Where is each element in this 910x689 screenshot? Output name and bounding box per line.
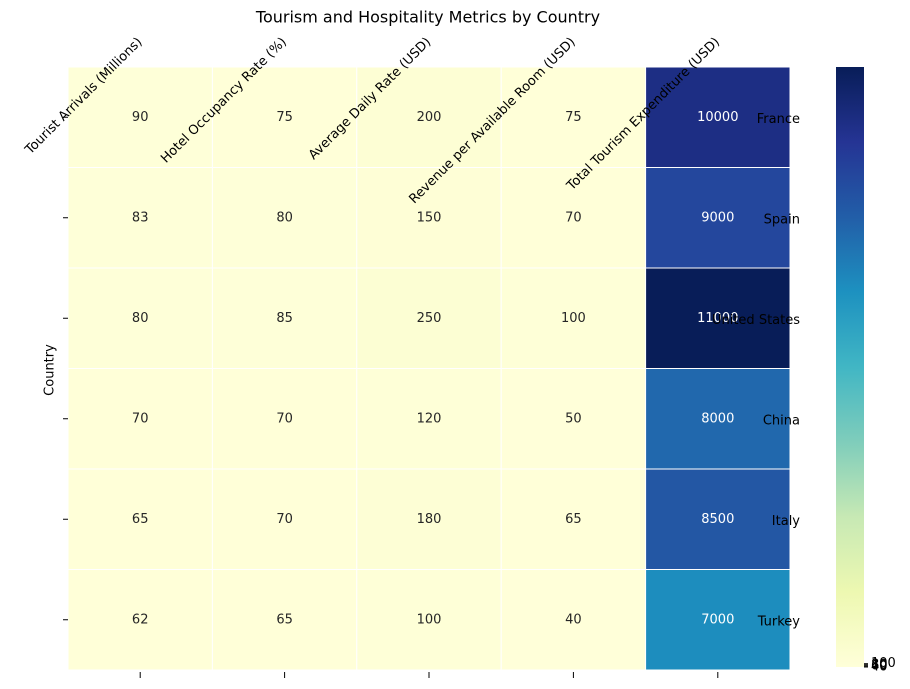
heatmap-cell	[356, 267, 502, 369]
cell-label: 100	[561, 311, 586, 326]
heatmap-cell	[645, 468, 791, 570]
cell-label: 65	[276, 612, 293, 627]
cell-label: 70	[132, 411, 149, 426]
chart-title: Tourism and Hospitality Metrics by Count…	[255, 8, 600, 27]
cell-label: 50	[565, 411, 582, 426]
cell-label: 65	[132, 512, 149, 527]
heatmap-cell	[211, 66, 358, 168]
heatmap-cell	[356, 167, 502, 269]
cell-label: 7000	[701, 612, 734, 627]
cell-label: 83	[132, 210, 149, 225]
colorbar-tick-label: 80	[871, 657, 888, 672]
cell-label: 40	[565, 612, 582, 627]
row-label: Italy	[772, 514, 801, 529]
cell-label: 10000	[697, 110, 738, 125]
heatmap-cell	[67, 167, 213, 269]
heatmap-cell	[500, 267, 647, 369]
cell-label: 70	[276, 512, 293, 527]
heatmap-cell	[67, 66, 213, 168]
colorbar-tick-label: 60	[871, 658, 888, 673]
heatmap-cell	[645, 167, 791, 269]
cell-label: 180	[417, 512, 442, 527]
cell-label: 75	[276, 110, 293, 125]
cell-label: 250	[417, 311, 442, 326]
heatmap-cell	[211, 468, 358, 570]
row-label: Turkey	[757, 614, 801, 629]
cell-label: 85	[276, 311, 293, 326]
cell-label: 80	[276, 210, 293, 225]
cell-label: 8500	[701, 512, 734, 527]
cell-label: 75	[565, 110, 582, 125]
cell-label: 70	[565, 210, 582, 225]
heatmap-cell	[500, 468, 647, 570]
heatmap-cell	[67, 569, 213, 671]
cell-label: 80	[132, 311, 149, 326]
heatmap-cell	[356, 569, 502, 671]
heatmap-cell	[500, 368, 647, 470]
heatmap-cell	[645, 66, 791, 168]
cell-label: 65	[565, 512, 582, 527]
heatmap-cell	[500, 569, 647, 671]
cell-label: 120	[417, 411, 442, 426]
cell-label: 11000	[697, 311, 738, 326]
cell-label: 200	[417, 110, 442, 125]
heatmap-cell	[645, 368, 791, 470]
row-label: Spain	[764, 212, 800, 227]
colorbar	[836, 67, 864, 667]
cell-label: 9000	[701, 210, 734, 225]
cell-label: 62	[132, 612, 149, 627]
heatmap-cell	[211, 267, 358, 369]
colorbar-tick-label: 100	[871, 656, 896, 671]
cell-label: 100	[417, 612, 442, 627]
colorbar-tick-label: 40	[871, 660, 888, 675]
heatmap-cell	[645, 267, 791, 369]
row-label: United States	[712, 313, 800, 328]
heatmap-cell	[356, 66, 502, 168]
y-axis-label: Country	[43, 344, 58, 396]
cell-label: 90	[132, 110, 149, 125]
row-label: France	[757, 112, 800, 127]
row-label: China	[763, 413, 800, 428]
cell-label: 8000	[701, 411, 734, 426]
cell-label: 70	[276, 411, 293, 426]
cell-label: 150	[417, 210, 442, 225]
heatmap-cell	[67, 468, 213, 570]
heatmap-cell	[500, 66, 647, 168]
heatmap-cell	[211, 569, 358, 671]
heatmap-cell	[356, 368, 502, 470]
heatmap-cell	[645, 569, 791, 671]
